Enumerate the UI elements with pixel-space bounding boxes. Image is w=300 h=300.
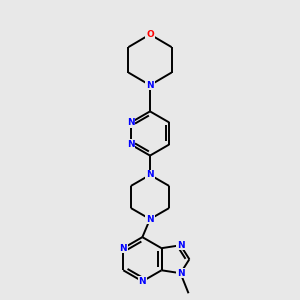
- Text: N: N: [146, 170, 154, 179]
- Text: O: O: [146, 30, 154, 39]
- Text: N: N: [127, 140, 135, 149]
- Text: N: N: [177, 241, 184, 250]
- Text: N: N: [177, 269, 184, 278]
- Text: N: N: [127, 118, 135, 127]
- Text: N: N: [119, 244, 127, 253]
- Text: N: N: [146, 214, 154, 224]
- Text: N: N: [146, 81, 154, 90]
- Text: N: N: [139, 277, 146, 286]
